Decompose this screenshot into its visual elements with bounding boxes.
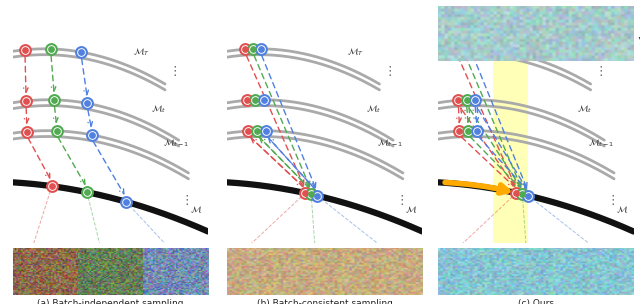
Point — [517, 192, 527, 197]
Point — [467, 47, 477, 51]
Text: $\vdots$: $\vdots$ — [394, 193, 403, 207]
Point — [83, 101, 93, 106]
Point — [242, 98, 252, 103]
Point — [472, 128, 482, 133]
Text: (c) Ours: (c) Ours — [518, 299, 554, 304]
Point — [243, 129, 253, 133]
Point — [461, 98, 472, 102]
Point — [452, 47, 462, 52]
Text: $\mathcal{M}$: $\mathcal{M}$ — [616, 204, 628, 215]
Text: $\vdots$: $\vdots$ — [605, 193, 614, 207]
Point — [306, 192, 316, 197]
Point — [22, 129, 32, 134]
Text: $\mathcal{M}_T$: $\mathcal{M}_T$ — [559, 47, 575, 58]
Point — [45, 47, 56, 51]
Point — [517, 192, 527, 197]
Point — [243, 129, 253, 133]
Point — [523, 193, 533, 198]
Point — [76, 50, 86, 54]
Point — [312, 193, 322, 198]
Bar — [493, 5, 528, 248]
Point — [259, 97, 269, 102]
Point — [83, 101, 93, 106]
Point — [82, 190, 92, 195]
Point — [20, 47, 30, 52]
Point — [20, 47, 30, 52]
Text: $\vdots$: $\vdots$ — [594, 64, 603, 78]
Point — [47, 184, 57, 188]
Text: $\vdots$: $\vdots$ — [180, 193, 189, 207]
Point — [511, 191, 522, 195]
Point — [259, 97, 269, 102]
Text: $\mathcal{M}$: $\mathcal{M}$ — [405, 204, 417, 215]
Text: $\vdots$: $\vdots$ — [168, 64, 177, 78]
Text: $\mathcal{M}_T$: $\mathcal{M}_T$ — [133, 47, 150, 58]
Point — [472, 128, 482, 133]
Point — [511, 191, 522, 195]
Point — [453, 98, 463, 103]
Point — [52, 128, 62, 133]
Point — [459, 47, 469, 51]
Point — [453, 98, 463, 103]
Point — [45, 47, 56, 51]
Point — [454, 129, 465, 133]
Point — [300, 191, 310, 195]
Point — [52, 128, 62, 133]
Point — [300, 191, 310, 195]
Point — [121, 199, 131, 204]
Point — [21, 98, 31, 103]
Text: $\mathcal{M}_t$: $\mathcal{M}_t$ — [152, 104, 166, 115]
Point — [241, 47, 251, 52]
Point — [76, 50, 86, 54]
Point — [463, 128, 474, 133]
Point — [87, 133, 97, 137]
Point — [255, 47, 266, 51]
Point — [248, 47, 258, 51]
Text: $\mathcal{M}_{t-1}$: $\mathcal{M}_{t-1}$ — [588, 138, 614, 149]
Text: $\mathcal{M}_{t-1}$: $\mathcal{M}_{t-1}$ — [377, 138, 403, 149]
Point — [49, 97, 60, 102]
Point — [241, 47, 251, 52]
Point — [461, 98, 472, 102]
Text: $\mathcal{M}_{t-1}$: $\mathcal{M}_{t-1}$ — [163, 138, 189, 149]
Text: $\mathcal{M}$: $\mathcal{M}$ — [191, 204, 203, 215]
Text: $Y = \mathcal{A}(X)$: $Y = \mathcal{A}(X)$ — [637, 35, 640, 47]
Point — [49, 97, 60, 102]
Text: $\mathcal{M}_T$: $\mathcal{M}_T$ — [348, 47, 364, 58]
Point — [470, 97, 480, 102]
Point — [523, 193, 533, 198]
Point — [22, 129, 32, 134]
Point — [242, 98, 252, 103]
Point — [260, 128, 271, 133]
Point — [82, 190, 92, 195]
Point — [463, 128, 474, 133]
Point — [250, 98, 260, 102]
Point — [306, 192, 316, 197]
Text: $\mathcal{M}_t$: $\mathcal{M}_t$ — [366, 104, 381, 115]
Point — [21, 98, 31, 103]
Text: $\mathcal{M}_t$: $\mathcal{M}_t$ — [577, 104, 592, 115]
Point — [121, 199, 131, 204]
Point — [312, 193, 322, 198]
Point — [252, 128, 262, 133]
Point — [470, 97, 480, 102]
Text: $\vdots$: $\vdots$ — [383, 64, 392, 78]
Point — [454, 129, 465, 133]
Text: (b) Batch-consistent sampling: (b) Batch-consistent sampling — [257, 299, 393, 304]
Text: (a) Batch-independent sampling: (a) Batch-independent sampling — [37, 299, 184, 304]
Point — [255, 47, 266, 51]
Point — [452, 47, 462, 52]
Point — [250, 98, 260, 102]
Point — [87, 133, 97, 137]
Point — [260, 128, 271, 133]
Point — [47, 184, 57, 188]
Point — [252, 128, 262, 133]
Point — [248, 47, 258, 51]
Point — [467, 47, 477, 51]
Point — [459, 47, 469, 51]
